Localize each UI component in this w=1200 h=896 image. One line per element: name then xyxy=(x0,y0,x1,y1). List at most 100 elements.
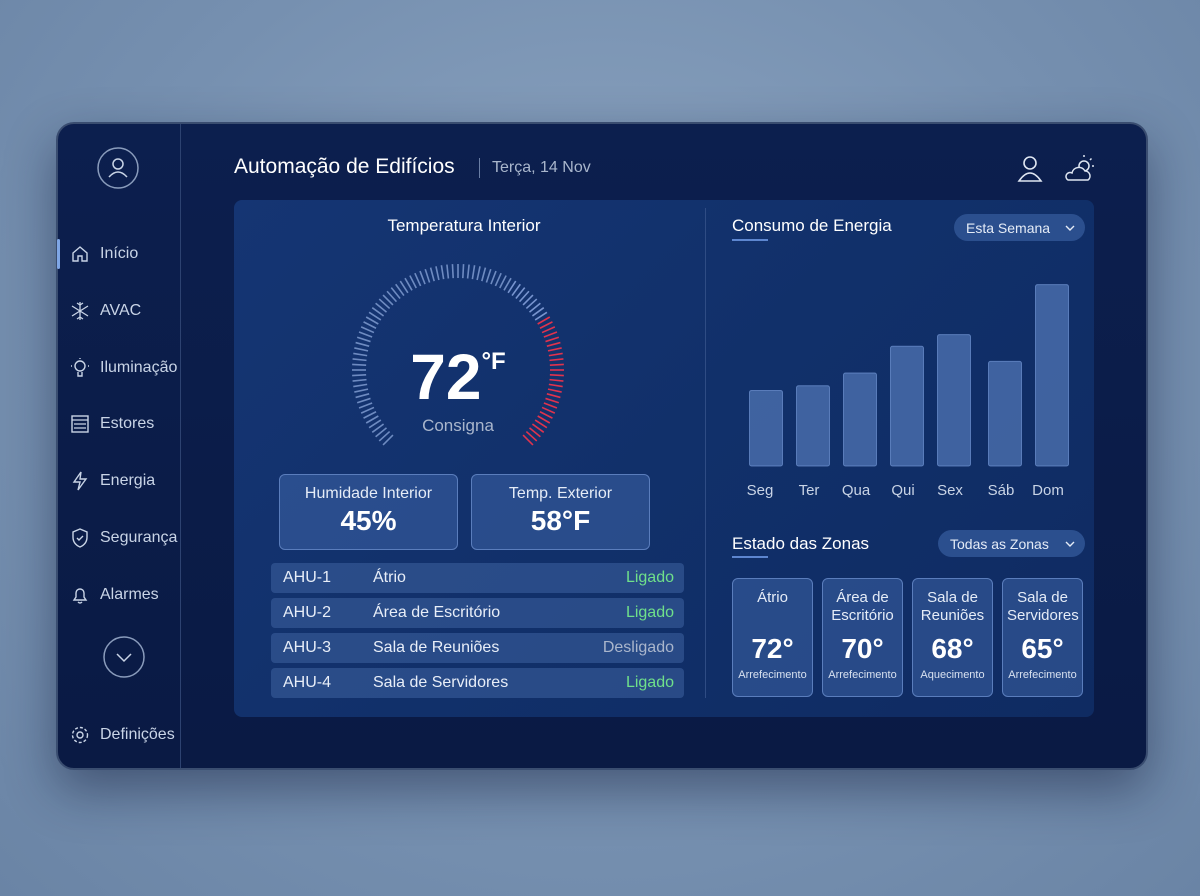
setpoint-unit: °F xyxy=(481,348,506,375)
zones-title: Estado das Zonas xyxy=(732,534,870,553)
ahu-zone: Sala de Reuniões xyxy=(373,639,500,656)
gauge-tick xyxy=(356,397,371,404)
gauge-tick xyxy=(507,280,517,294)
energy-chart: Seg Ter Qua Qui Sex Sáb Dom xyxy=(747,284,1069,499)
gauge-tick xyxy=(476,266,481,281)
zone-name: Área de Escritório xyxy=(831,589,894,624)
x-tick-label: Dom xyxy=(1032,482,1064,499)
gauge-tick xyxy=(539,321,553,329)
nav-item[interactable]: Iluminação xyxy=(70,353,180,383)
ahu-row[interactable]: AHU-4 Sala de Servidores Ligado xyxy=(271,668,684,698)
gauge-tick xyxy=(435,266,440,281)
profile-avatar[interactable] xyxy=(97,147,139,189)
ahu-status: Ligado xyxy=(625,569,674,586)
zone-card[interactable]: Sala de Servidores 65° Arrefecimento xyxy=(1002,578,1083,697)
nav-label: AVAC xyxy=(100,301,142,319)
gauge-tick xyxy=(481,267,487,282)
gauge-tick xyxy=(354,388,369,393)
header-separator xyxy=(479,158,480,178)
gauge-tick xyxy=(547,388,562,393)
gauge-tick xyxy=(382,294,394,306)
zone-card[interactable]: Área de Escritório 70° Arrefecimento xyxy=(822,578,903,697)
bar xyxy=(890,345,924,467)
gauge-tick xyxy=(371,307,385,317)
expand-button[interactable] xyxy=(103,636,145,678)
nav-item[interactable]: AVAC xyxy=(70,296,180,326)
zones-filter[interactable]: Todas as Zonas xyxy=(938,530,1085,557)
metric-label: Temp. Exterior xyxy=(508,485,613,502)
ahu-zone: Sala de Servidores xyxy=(373,674,509,691)
temperature-gauge xyxy=(352,264,564,446)
user-icon[interactable] xyxy=(1017,156,1043,182)
setpoint-label: Consigna xyxy=(422,416,494,435)
nav-label: Início xyxy=(100,245,139,262)
ahu-row[interactable]: AHU-2 Área de Escritório Ligado xyxy=(271,598,684,628)
zone-card[interactable]: Átrio 72° Arrefecimento xyxy=(732,578,813,697)
gauge-tick xyxy=(549,374,564,377)
gauge-tick xyxy=(375,302,388,313)
gauge-tick xyxy=(360,326,375,334)
nav-item[interactable]: Alarmes xyxy=(70,580,180,610)
zone-temp: 70° xyxy=(841,633,884,664)
sidebar-divider xyxy=(180,124,181,768)
gauge-tick xyxy=(548,352,563,357)
gauge-tick xyxy=(549,358,564,362)
gauge-tick xyxy=(395,283,405,297)
gauge-tick xyxy=(537,316,551,325)
gauge-tick xyxy=(368,311,382,321)
gauge-tick xyxy=(531,423,545,433)
ahu-status: Ligado xyxy=(625,674,674,691)
nav-item[interactable]: Estores xyxy=(70,409,180,439)
gauge-tick xyxy=(414,272,422,287)
energy-filter-label: Esta Semana xyxy=(966,219,1051,236)
nav-label: Alarmes xyxy=(100,585,159,603)
x-tick-label: Sex xyxy=(937,482,963,499)
zones-underline xyxy=(732,556,768,558)
ahu-id: AHU-4 xyxy=(283,674,332,691)
gauge-tick xyxy=(546,393,561,399)
gauge-tick xyxy=(409,275,417,289)
nav-icon xyxy=(72,471,88,491)
bar xyxy=(843,372,877,467)
x-tick-label: Seg xyxy=(747,482,774,499)
header-date: Terça, 14 Nov xyxy=(492,159,591,176)
ahu-row[interactable]: AHU-3 Sala de Reuniões Desligado xyxy=(271,633,684,663)
header-icons xyxy=(1017,155,1094,182)
weather-icon[interactable] xyxy=(1065,155,1094,181)
gauge-tick xyxy=(352,363,367,366)
zone-card[interactable]: Sala de Reuniões 68° Aquecimento xyxy=(912,578,993,697)
nav-icon xyxy=(71,415,89,434)
gauge-tick xyxy=(494,272,502,287)
metric-card: Humidade Interior 45% xyxy=(279,474,458,550)
gauge-tick xyxy=(534,419,548,429)
gauge-tick xyxy=(541,326,556,334)
gauge-tick xyxy=(353,352,368,357)
nav-item[interactable]: Segurança xyxy=(70,523,180,553)
ahu-row[interactable]: AHU-1 Átrio Ligado xyxy=(271,563,684,593)
zone-temp: 65° xyxy=(1021,633,1064,664)
ahu-id: AHU-3 xyxy=(283,639,332,656)
gauge-tick xyxy=(499,275,507,289)
nav-item[interactable]: Energia xyxy=(70,466,180,496)
gauge-tick xyxy=(485,268,492,283)
nav-label: Iluminação xyxy=(100,358,178,376)
gauge-tick xyxy=(352,378,367,382)
energy-title: Consumo de Energia xyxy=(732,216,892,235)
gauge-tick xyxy=(471,265,476,280)
gauge-tick xyxy=(358,331,373,338)
zone-name: Sala de Servidores xyxy=(1007,589,1079,624)
gauge-tick xyxy=(354,347,369,352)
gauge-tick xyxy=(522,434,534,446)
chevron xyxy=(1065,541,1075,547)
gauge-tick xyxy=(424,268,431,283)
gauge-tick xyxy=(466,264,470,279)
settings-item[interactable]: Definições xyxy=(70,720,180,750)
nav-item[interactable]: Início xyxy=(70,239,180,269)
gauge-tick xyxy=(534,311,548,321)
zone-temp: 68° xyxy=(931,633,974,664)
nav-label: Segurança xyxy=(100,529,178,546)
gauge-tick xyxy=(537,415,551,424)
gauge-tick xyxy=(531,307,545,317)
nav-label: Energia xyxy=(100,472,156,490)
energy-filter[interactable]: Esta Semana xyxy=(954,214,1085,241)
